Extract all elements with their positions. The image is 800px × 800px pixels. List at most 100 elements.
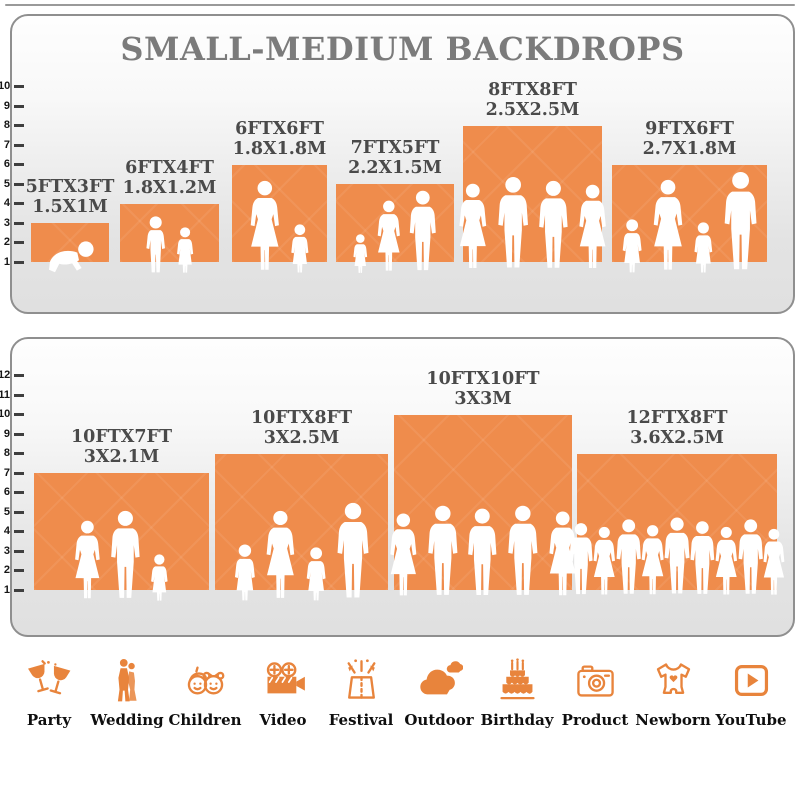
axis-tick — [14, 241, 24, 244]
category-item-children: Children — [166, 657, 244, 729]
axis-tick — [14, 202, 24, 205]
axis-tick-number: 5 — [3, 505, 10, 518]
backdrop-block — [34, 473, 209, 590]
person-woman-silhouette — [374, 200, 404, 274]
category-item-video: Video — [244, 657, 322, 729]
axis-tick-number: 8 — [3, 447, 10, 459]
category-label: Wedding — [90, 711, 164, 729]
person-man-silhouette — [720, 171, 761, 274]
axis-tick — [14, 393, 24, 397]
backdrop-size-ft: 10FTX7FT — [70, 427, 172, 447]
person-girl-silhouette — [302, 547, 330, 602]
backdrop-block — [336, 184, 454, 262]
person-girl-silhouette — [287, 224, 313, 274]
axis-tick-number: 11 — [0, 388, 10, 401]
backdrop-size-label: 10FTX7FT 3X2.1M — [22, 427, 222, 467]
axis-tick-number: 3 — [3, 544, 10, 557]
person-woman-silhouette — [649, 179, 687, 274]
category-label: Product — [561, 711, 629, 729]
people-silhouettes — [26, 510, 217, 602]
page-title: SMALL-MEDIUM BACKDROPS — [120, 30, 685, 68]
axis-tick — [14, 510, 24, 514]
category-label: Video — [259, 711, 307, 729]
backdrop-block — [215, 453, 388, 591]
category-label: Outdoor — [404, 711, 474, 729]
axis-tick — [14, 471, 24, 475]
axis-tick-number: 6 — [3, 486, 10, 498]
axis-tick — [14, 413, 24, 416]
axis-tick — [14, 85, 24, 88]
backdrop-size-m: 1.5X1M — [32, 197, 108, 217]
axis-tick — [14, 143, 24, 147]
axis-tick-number: 2 — [3, 236, 10, 248]
wedding-icon — [104, 657, 151, 704]
person-man-silhouette — [333, 502, 373, 602]
axis-tick-number: 1 — [3, 583, 10, 596]
backdrop-size-ft: 5FTX3FT — [25, 177, 115, 197]
axis-tick-number: 2 — [3, 564, 10, 576]
backdrop-block — [612, 164, 767, 263]
backdrop-size-label: 8FTX8FT 2.5X2.5M — [433, 80, 633, 120]
people-silhouettes — [207, 502, 396, 602]
backdrop-size-label: 10FTX8FT 3X2.5M — [202, 408, 402, 448]
person-woman-silhouette — [262, 510, 299, 602]
category-label: Birthday — [480, 711, 554, 729]
axis-tick — [14, 104, 24, 108]
category-item-product: Product — [556, 657, 634, 729]
backdrop-size-label: 7FTX5FT 2.2X1.5M — [295, 138, 495, 178]
axis-tick-number: 10 — [0, 408, 11, 420]
category-item-festival: Festival — [322, 657, 400, 729]
axis-tick-number: 3 — [3, 216, 10, 229]
category-label: Festival — [328, 711, 394, 729]
backdrop-size-ft: 6FTX4FT — [125, 157, 214, 178]
person-man-silhouette — [494, 174, 532, 274]
newborn-icon — [650, 657, 697, 704]
backdrop-size-m: 1.8X1.2M — [122, 177, 217, 198]
category-item-youtube: YouTube — [712, 657, 790, 729]
person-man-silhouette — [464, 505, 501, 602]
small-medium-backdrops-panel: SMALL-MEDIUM BACKDROPS 1 2 3 4 5 6 7 8 9 10 5FTX3F… — [0, 14, 795, 314]
axis-tick-number: 4 — [3, 525, 10, 537]
backdrop-block — [120, 203, 219, 263]
children-icon — [182, 657, 229, 704]
axis-tick-number: 5 — [3, 177, 10, 190]
backdrop-size-label: 6FTX6FT 1.8X1.8M — [180, 119, 380, 159]
top-divider-line — [5, 4, 795, 6]
axis-tick-number: 4 — [3, 197, 10, 209]
backdrop-block — [463, 125, 602, 263]
outdoor-icon — [416, 657, 463, 704]
axis-tick — [14, 491, 24, 494]
person-girl-silhouette — [690, 222, 717, 274]
person-woman-silhouette — [760, 524, 788, 602]
backdrop-size-label: 9FTX6FT 2.7X1.8M — [590, 119, 790, 159]
axis-tick — [14, 452, 24, 455]
person-man-silhouette — [504, 502, 542, 602]
axis-tick-number: 9 — [3, 99, 10, 112]
person-girl-silhouette — [350, 234, 371, 274]
small-medium-chart: 1 2 3 4 5 6 7 8 9 10 5FTX3FT 1.5X1M 6FTX4FT 1.8X1.2M 6… — [0, 16, 793, 312]
backdrop-block — [232, 164, 327, 263]
youtube-icon — [728, 657, 775, 704]
backdrop-size-ft: 12FTX8FT — [626, 407, 728, 428]
axis-tick — [14, 432, 24, 436]
backdrop-size-ft: 10FTX10FT — [426, 368, 540, 389]
people-silhouettes — [569, 512, 785, 602]
backdrop-size-ft: 10FTX8FT — [250, 407, 352, 428]
backdrop-size-ft: 7FTX5FT — [350, 138, 440, 158]
person-girl-silhouette — [230, 544, 260, 602]
people-silhouettes — [386, 502, 580, 602]
people-silhouettes — [604, 171, 775, 274]
person-woman-silhouette — [455, 181, 491, 274]
backdrop-size-ft: 8FTX8FT — [488, 79, 577, 100]
people-silhouettes — [455, 174, 610, 274]
large-chart: 1 2 3 4 5 6 7 8 9 10 11 12 10FTX7FT 3X2.1M 10FTX8FT 3X2… — [0, 339, 793, 635]
backdrop-size-ft: 6FTX6FT — [235, 118, 324, 139]
people-silhouettes — [224, 180, 335, 274]
backdrop-size-m: 2.7X1.8M — [642, 138, 737, 159]
backdrop-size-m: 3X3M — [454, 388, 512, 409]
backdrop-block — [394, 414, 572, 591]
category-label: Party — [26, 711, 72, 729]
axis-tick — [14, 124, 24, 127]
category-label: YouTube — [715, 711, 787, 729]
people-silhouettes — [328, 190, 462, 274]
